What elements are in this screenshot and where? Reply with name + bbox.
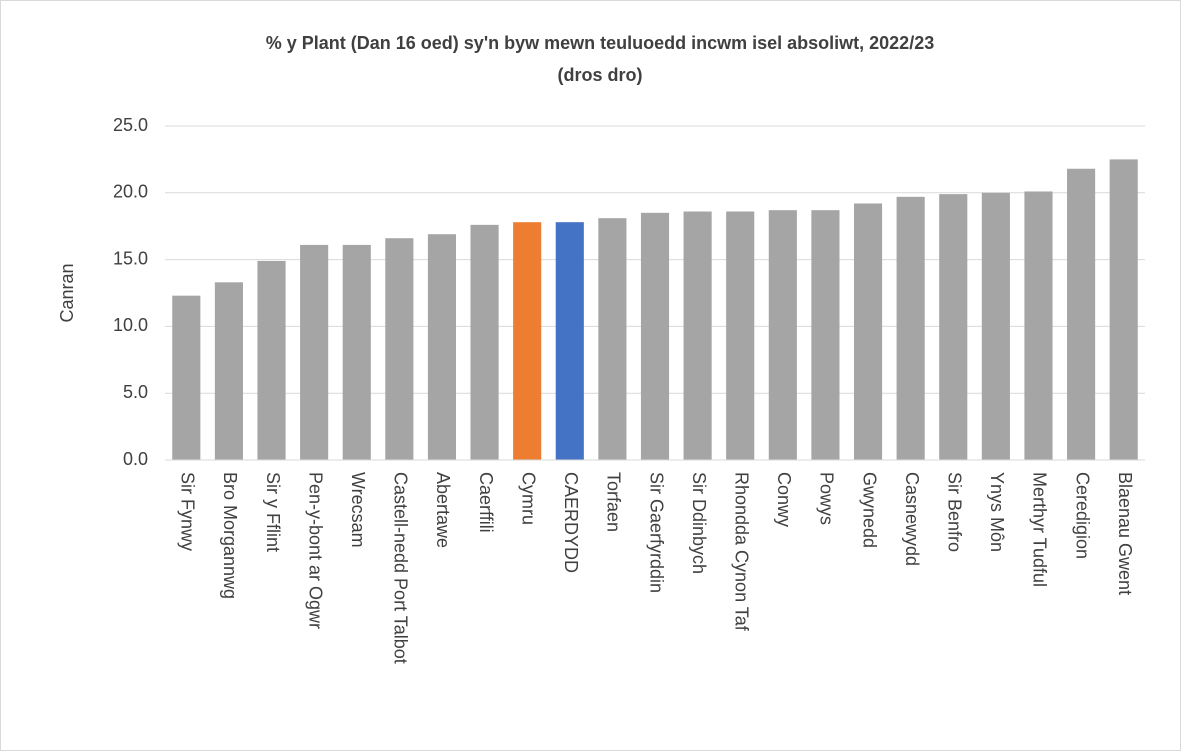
bar [257, 260, 286, 460]
y-tick-label: 15.0 [113, 248, 148, 268]
bar [640, 212, 670, 460]
bar [555, 222, 584, 460]
x-tick-label: Pen-y-bont ar Ogwr [305, 472, 325, 629]
y-axis-label: Canran [57, 263, 77, 322]
x-tick-label: Abertawe [433, 472, 453, 548]
x-tick-label: Sir Gaerfyrddin [646, 472, 666, 593]
bar [513, 222, 542, 460]
bar [385, 238, 414, 460]
x-tick-label: Casnewydd [902, 472, 922, 566]
bar [853, 203, 883, 460]
bar [768, 210, 797, 460]
bar [214, 282, 243, 460]
x-tick-label: Ceredigion [1072, 472, 1092, 559]
chart-title: (dros dro) [558, 65, 643, 85]
bar [598, 218, 627, 460]
x-tick-label: Sir Ddinbych [689, 472, 709, 574]
x-tick-label: Sir Benfro [945, 472, 965, 552]
x-tick-label: Cymru [518, 472, 538, 525]
y-tick-label: 25.0 [113, 115, 148, 135]
x-tick-label: Ynys Môn [987, 472, 1007, 552]
bar [1109, 159, 1138, 460]
bar [342, 244, 371, 460]
x-tick-label: Conwy [774, 472, 794, 527]
bar [981, 192, 1010, 461]
x-tick-label: Gwynedd [859, 472, 879, 548]
x-tick-label: Powys [817, 472, 837, 525]
bar [300, 244, 329, 460]
y-tick-label: 20.0 [113, 182, 148, 202]
bar [726, 211, 755, 460]
y-tick-label: 10.0 [113, 315, 148, 335]
bar [939, 194, 968, 461]
bar [1067, 168, 1096, 460]
chart-title: % y Plant (Dan 16 oed) sy'n byw mewn teu… [266, 33, 934, 53]
x-tick-label: CAERDYDD [561, 472, 581, 573]
bar [470, 224, 499, 460]
x-tick-label: Bro Morgannwg [220, 472, 240, 599]
bar [1024, 191, 1053, 461]
x-tick-label: Blaenau Gwent [1115, 472, 1135, 595]
x-tick-label: Sir y Fflint [263, 472, 283, 552]
x-tick-label: Caerffili [476, 472, 496, 533]
x-tick-label: Wrecsam [348, 472, 368, 548]
x-tick-label: Sir Fynwy [178, 472, 198, 551]
x-tick-label: Torfaen [604, 472, 624, 532]
bar [172, 295, 201, 460]
x-tick-label: Rhondda Cynon Taf [731, 472, 751, 632]
bar [683, 211, 712, 460]
y-tick-label: 5.0 [123, 382, 148, 402]
bar [896, 196, 925, 461]
y-tick-label: 0.0 [123, 449, 148, 469]
x-tick-label: Castell-nedd Port Talbot [391, 472, 411, 664]
bar [811, 210, 840, 460]
bar [427, 234, 457, 460]
x-tick-label: Merthyr Tudful [1030, 472, 1050, 587]
